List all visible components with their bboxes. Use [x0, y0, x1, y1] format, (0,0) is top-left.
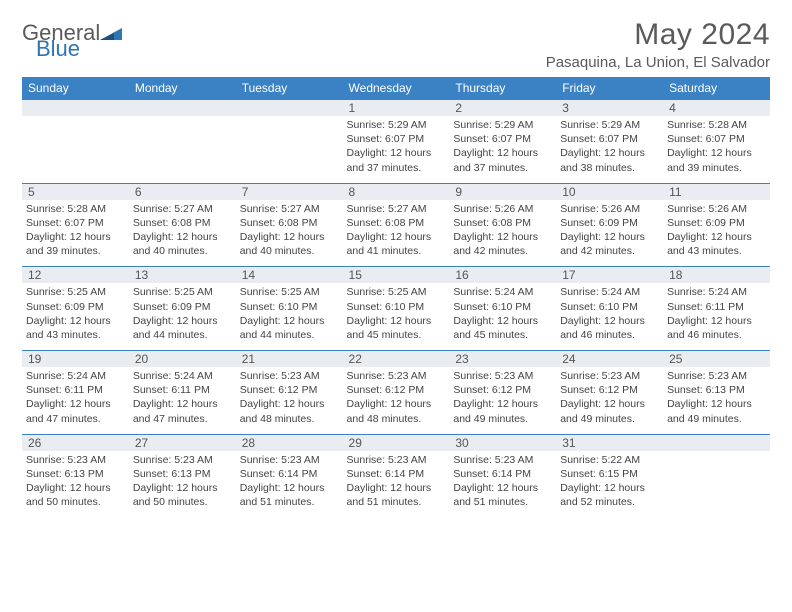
day-detail-cell: Sunrise: 5:23 AMSunset: 6:12 PMDaylight:…	[556, 367, 663, 434]
day-detail-cell: Sunrise: 5:25 AMSunset: 6:09 PMDaylight:…	[22, 283, 129, 350]
day-number-cell: 29	[343, 434, 450, 451]
day-number-cell: 20	[129, 351, 236, 368]
day-detail-cell: Sunrise: 5:29 AMSunset: 6:07 PMDaylight:…	[556, 116, 663, 183]
day-detail-cell: Sunrise: 5:29 AMSunset: 6:07 PMDaylight:…	[449, 116, 556, 183]
day-detail-row: Sunrise: 5:29 AMSunset: 6:07 PMDaylight:…	[22, 116, 770, 183]
day-detail-cell	[236, 116, 343, 183]
logo: General Blue	[22, 22, 122, 60]
day-number-cell: 23	[449, 351, 556, 368]
day-number-cell: 11	[663, 183, 770, 200]
day-number-cell: 5	[22, 183, 129, 200]
day-detail-cell: Sunrise: 5:24 AMSunset: 6:11 PMDaylight:…	[22, 367, 129, 434]
day-number-cell	[129, 100, 236, 117]
day-number-cell: 16	[449, 267, 556, 284]
header: General Blue May 2024 Pasaquina, La Unio…	[22, 18, 770, 71]
day-detail-cell: Sunrise: 5:22 AMSunset: 6:15 PMDaylight:…	[556, 451, 663, 518]
day-number-cell: 24	[556, 351, 663, 368]
day-number-cell: 25	[663, 351, 770, 368]
day-detail-cell: Sunrise: 5:28 AMSunset: 6:07 PMDaylight:…	[22, 200, 129, 267]
day-detail-cell: Sunrise: 5:24 AMSunset: 6:10 PMDaylight:…	[449, 283, 556, 350]
day-detail-cell: Sunrise: 5:23 AMSunset: 6:13 PMDaylight:…	[129, 451, 236, 518]
weekday-header: Thursday	[449, 77, 556, 100]
day-number-cell: 12	[22, 267, 129, 284]
day-number-cell: 27	[129, 434, 236, 451]
day-number-row: 262728293031	[22, 434, 770, 451]
location: Pasaquina, La Union, El Salvador	[546, 54, 770, 71]
day-detail-cell: Sunrise: 5:24 AMSunset: 6:11 PMDaylight:…	[663, 283, 770, 350]
logo-text-blue: Blue	[36, 38, 122, 60]
month-title: May 2024	[546, 18, 770, 52]
day-number-cell: 28	[236, 434, 343, 451]
day-detail-cell: Sunrise: 5:26 AMSunset: 6:09 PMDaylight:…	[663, 200, 770, 267]
day-number-row: 1234	[22, 100, 770, 117]
day-number-cell: 10	[556, 183, 663, 200]
day-detail-cell: Sunrise: 5:29 AMSunset: 6:07 PMDaylight:…	[343, 116, 450, 183]
day-detail-cell: Sunrise: 5:23 AMSunset: 6:14 PMDaylight:…	[449, 451, 556, 518]
day-number-cell: 13	[129, 267, 236, 284]
day-number-cell: 7	[236, 183, 343, 200]
day-number-cell: 8	[343, 183, 450, 200]
day-detail-cell: Sunrise: 5:25 AMSunset: 6:09 PMDaylight:…	[129, 283, 236, 350]
day-detail-cell: Sunrise: 5:27 AMSunset: 6:08 PMDaylight:…	[129, 200, 236, 267]
day-number-row: 567891011	[22, 183, 770, 200]
day-detail-cell: Sunrise: 5:23 AMSunset: 6:13 PMDaylight:…	[22, 451, 129, 518]
day-number-cell: 31	[556, 434, 663, 451]
day-detail-cell: Sunrise: 5:23 AMSunset: 6:13 PMDaylight:…	[663, 367, 770, 434]
day-number-cell: 22	[343, 351, 450, 368]
day-detail-cell: Sunrise: 5:27 AMSunset: 6:08 PMDaylight:…	[343, 200, 450, 267]
day-detail-cell: Sunrise: 5:28 AMSunset: 6:07 PMDaylight:…	[663, 116, 770, 183]
day-number-cell: 17	[556, 267, 663, 284]
day-number-cell	[236, 100, 343, 117]
weekday-header-row: Sunday Monday Tuesday Wednesday Thursday…	[22, 77, 770, 100]
day-number-cell	[663, 434, 770, 451]
title-block: May 2024 Pasaquina, La Union, El Salvado…	[546, 18, 770, 71]
day-detail-cell: Sunrise: 5:23 AMSunset: 6:12 PMDaylight:…	[343, 367, 450, 434]
day-detail-row: Sunrise: 5:25 AMSunset: 6:09 PMDaylight:…	[22, 283, 770, 350]
day-detail-cell: Sunrise: 5:23 AMSunset: 6:14 PMDaylight:…	[236, 451, 343, 518]
day-detail-cell	[129, 116, 236, 183]
day-number-cell: 4	[663, 100, 770, 117]
day-number-cell: 15	[343, 267, 450, 284]
day-detail-cell: Sunrise: 5:26 AMSunset: 6:09 PMDaylight:…	[556, 200, 663, 267]
day-number-row: 19202122232425	[22, 351, 770, 368]
day-number-cell: 30	[449, 434, 556, 451]
day-number-cell: 1	[343, 100, 450, 117]
day-detail-cell: Sunrise: 5:23 AMSunset: 6:12 PMDaylight:…	[236, 367, 343, 434]
weekday-header: Monday	[129, 77, 236, 100]
day-detail-cell: Sunrise: 5:23 AMSunset: 6:12 PMDaylight:…	[449, 367, 556, 434]
day-number-cell: 14	[236, 267, 343, 284]
day-number-cell: 26	[22, 434, 129, 451]
calendar-table: Sunday Monday Tuesday Wednesday Thursday…	[22, 77, 770, 517]
weekday-header: Friday	[556, 77, 663, 100]
day-number-cell: 9	[449, 183, 556, 200]
day-detail-row: Sunrise: 5:24 AMSunset: 6:11 PMDaylight:…	[22, 367, 770, 434]
day-detail-cell: Sunrise: 5:23 AMSunset: 6:14 PMDaylight:…	[343, 451, 450, 518]
day-detail-cell: Sunrise: 5:24 AMSunset: 6:10 PMDaylight:…	[556, 283, 663, 350]
day-number-row: 12131415161718	[22, 267, 770, 284]
day-number-cell: 2	[449, 100, 556, 117]
day-detail-cell: Sunrise: 5:27 AMSunset: 6:08 PMDaylight:…	[236, 200, 343, 267]
day-detail-cell: Sunrise: 5:24 AMSunset: 6:11 PMDaylight:…	[129, 367, 236, 434]
day-number-cell: 19	[22, 351, 129, 368]
weekday-header: Sunday	[22, 77, 129, 100]
day-number-cell: 21	[236, 351, 343, 368]
day-detail-cell: Sunrise: 5:25 AMSunset: 6:10 PMDaylight:…	[343, 283, 450, 350]
day-detail-cell	[663, 451, 770, 518]
day-detail-cell: Sunrise: 5:25 AMSunset: 6:10 PMDaylight:…	[236, 283, 343, 350]
day-number-cell: 6	[129, 183, 236, 200]
day-detail-row: Sunrise: 5:28 AMSunset: 6:07 PMDaylight:…	[22, 200, 770, 267]
day-detail-row: Sunrise: 5:23 AMSunset: 6:13 PMDaylight:…	[22, 451, 770, 518]
weekday-header: Saturday	[663, 77, 770, 100]
weekday-header: Tuesday	[236, 77, 343, 100]
day-detail-cell: Sunrise: 5:26 AMSunset: 6:08 PMDaylight:…	[449, 200, 556, 267]
weekday-header: Wednesday	[343, 77, 450, 100]
day-detail-cell	[22, 116, 129, 183]
day-number-cell: 3	[556, 100, 663, 117]
day-number-cell: 18	[663, 267, 770, 284]
day-number-cell	[22, 100, 129, 117]
